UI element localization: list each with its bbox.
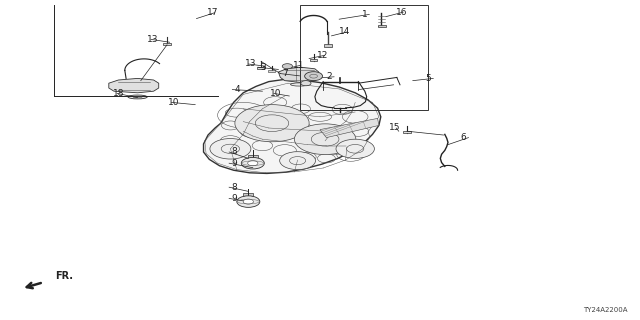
Text: 18: 18 xyxy=(113,89,125,98)
Polygon shape xyxy=(204,79,381,173)
Bar xyxy=(163,43,171,45)
Text: 14: 14 xyxy=(339,28,351,36)
Bar xyxy=(257,67,264,69)
Text: 8: 8 xyxy=(231,148,237,156)
Bar xyxy=(403,131,411,133)
Text: 1: 1 xyxy=(362,10,367,19)
Text: 6: 6 xyxy=(461,133,467,142)
Text: 3: 3 xyxy=(260,63,266,72)
Text: 10: 10 xyxy=(270,89,282,98)
Ellipse shape xyxy=(128,95,147,99)
Text: FR.: FR. xyxy=(55,271,73,282)
Circle shape xyxy=(280,152,316,170)
Text: 7: 7 xyxy=(282,69,288,78)
Text: 15: 15 xyxy=(388,124,400,132)
Text: TY24A2200A: TY24A2200A xyxy=(582,307,627,313)
Circle shape xyxy=(301,81,311,86)
Bar xyxy=(243,193,253,196)
Text: 9: 9 xyxy=(231,194,237,203)
Text: 10: 10 xyxy=(168,98,179,107)
Polygon shape xyxy=(109,78,159,93)
Text: 13: 13 xyxy=(244,60,256,68)
Text: 4: 4 xyxy=(234,85,240,94)
Ellipse shape xyxy=(291,83,308,86)
Circle shape xyxy=(235,105,309,142)
Bar xyxy=(268,70,275,72)
Text: 16: 16 xyxy=(396,8,407,17)
Text: 13: 13 xyxy=(147,35,159,44)
Polygon shape xyxy=(278,67,319,83)
Text: 2: 2 xyxy=(326,72,332,81)
Bar xyxy=(378,25,386,27)
Circle shape xyxy=(210,139,251,159)
Bar xyxy=(310,59,317,61)
Circle shape xyxy=(237,196,260,207)
Circle shape xyxy=(243,199,253,204)
Bar xyxy=(248,155,258,158)
Circle shape xyxy=(305,72,323,81)
Circle shape xyxy=(282,64,292,69)
Bar xyxy=(324,44,332,47)
Text: 17: 17 xyxy=(207,8,218,17)
Bar xyxy=(300,5,428,110)
Circle shape xyxy=(294,124,356,155)
Text: 12: 12 xyxy=(317,51,328,60)
Text: 8: 8 xyxy=(231,183,237,192)
Text: 9: 9 xyxy=(231,159,237,168)
Text: 5: 5 xyxy=(426,74,431,83)
Circle shape xyxy=(241,157,264,169)
Circle shape xyxy=(336,139,374,158)
Circle shape xyxy=(248,161,258,166)
Text: 11: 11 xyxy=(293,61,305,70)
Polygon shape xyxy=(320,118,379,138)
